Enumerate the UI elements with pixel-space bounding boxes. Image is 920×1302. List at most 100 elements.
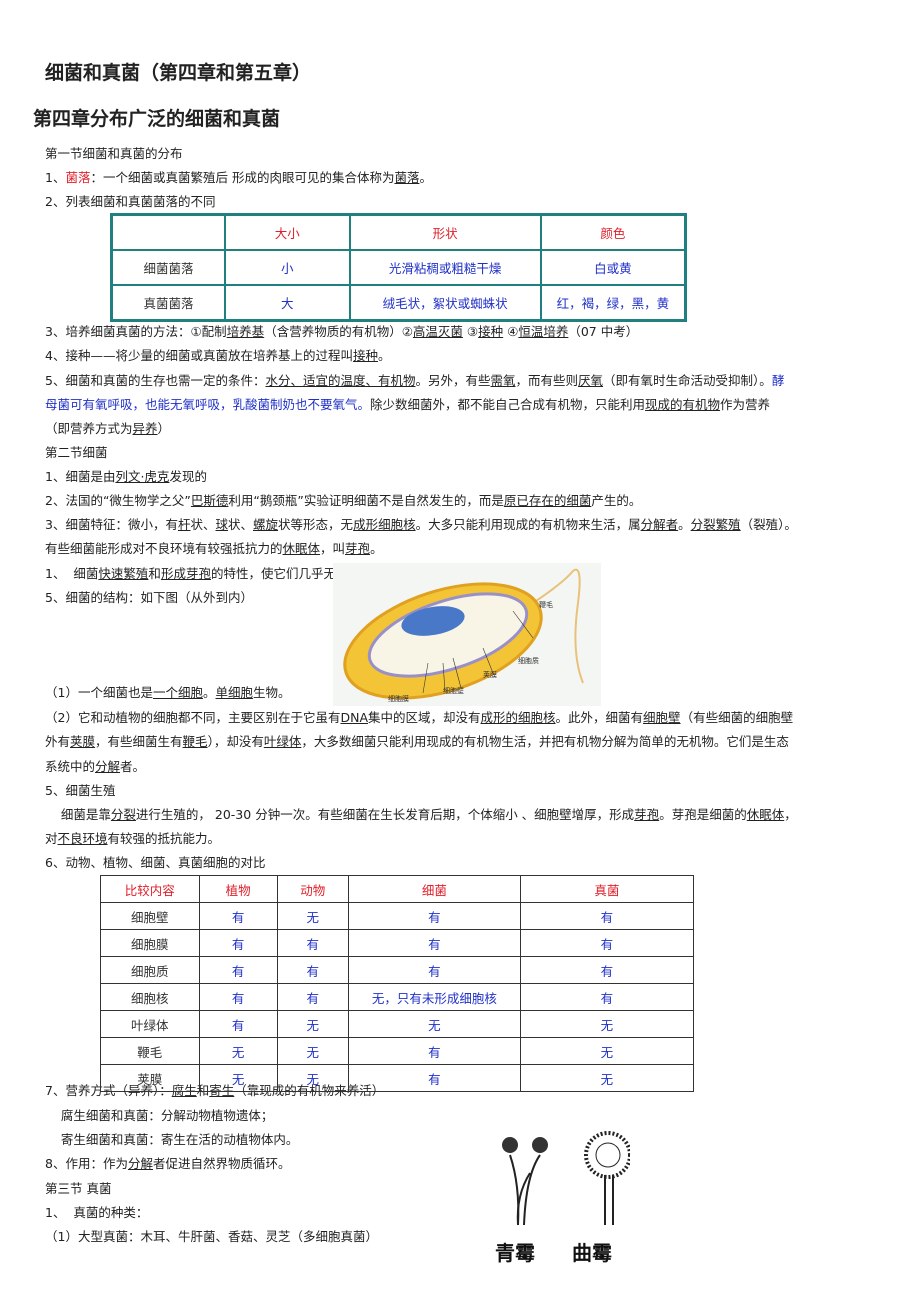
table-cell: 有 xyxy=(198,956,278,984)
text-segment: （即营养方式为 xyxy=(45,421,133,436)
text-segment: ④ xyxy=(503,324,519,339)
text-segment: 第一节细菌和真菌的分布 xyxy=(45,146,183,161)
table-cell: 有 xyxy=(519,929,695,957)
table-cell: 有 xyxy=(198,983,278,1011)
text-line: 母菌可有氧呼吸，也能无氧呼吸，乳酸菌制奶也不要氧气。除少数细菌外，都不能自己合成… xyxy=(45,397,770,413)
text-segment: 利用“鹅颈瓶”实验证明细菌不是自然发生的，而是 xyxy=(228,493,504,508)
text-line: 3、培养细菌真菌的方法：①配制培养基（含营养物质的有机物）②高温灭菌 ③接种 ④… xyxy=(45,324,638,340)
table-cell: 无 xyxy=(276,1010,349,1038)
text-segment: 6、动物、植物、细菌、真菌细胞的对比 xyxy=(45,855,266,870)
table-cell: 细胞膜 xyxy=(100,929,200,957)
table-cell: 细胞壁 xyxy=(100,902,200,930)
text-segment: 除少数细菌外，都不能自己合成有机物，只能利用 xyxy=(370,397,646,412)
underlined-key-term: 荚膜 xyxy=(70,734,96,749)
text-line: 5、细菌生殖 xyxy=(45,783,115,799)
text-segment: 寄生细菌和真菌：寄生在活的动植物体内。 xyxy=(45,1132,299,1147)
text-line: 5、细菌和真菌的生存也需一定的条件：水分、适宜的温度、有机物。另外，有些需氧，而… xyxy=(45,373,784,389)
underlined-key-term: 芽孢 xyxy=(345,541,371,556)
text-segment: 。此外，细菌有 xyxy=(555,710,644,725)
colony-comparison-table: 大小 形状 颜色 细菌菌落小光滑粘稠或粗糙干燥 白或黄 真菌菌落大绒毛状，絮状或蜘蛛状 红，… xyxy=(110,213,687,322)
underlined-key-term: 分裂 xyxy=(110,807,136,822)
table-row: 叶绿体有无无无 xyxy=(100,1010,695,1038)
table-cell: 有 xyxy=(198,902,278,930)
table-cell: 细菌菌落 xyxy=(110,249,226,286)
text-segment: 3、细菌特征：微小，有 xyxy=(45,517,178,532)
table-cell: 无 xyxy=(198,1037,278,1065)
text-segment: 者。 xyxy=(120,759,146,774)
underlined-key-term: 休眠体 xyxy=(282,541,321,556)
text-segment: ） xyxy=(157,421,171,436)
text-line: 细菌是靠分裂进行生殖的， 20-30 分钟一次。有些细菌在生长发育后期，个体缩小… xyxy=(45,807,797,823)
underlined-key-term: 休眠体 xyxy=(746,807,785,822)
table-header-row: 比较内容 植物 动物 细菌 真菌 xyxy=(100,875,695,903)
text-segment: 。 xyxy=(377,348,391,363)
text-line: 第三节 真菌 xyxy=(45,1181,111,1197)
text-line: （即营养方式为异养） xyxy=(45,421,170,437)
underlined-key-term: 单细胞 xyxy=(215,685,254,700)
text-segment: 生物。 xyxy=(253,685,291,700)
text-segment: 酵 xyxy=(771,373,785,388)
text-segment: 。 xyxy=(370,541,383,556)
text-segment: 4、接种——将少量的细菌或真菌放在培养基上的过程叫 xyxy=(45,348,353,363)
table-row: 细胞质有有有有 xyxy=(100,956,695,984)
text-segment: ，大多数细菌只能利用现成的有机物生活，并把有机物分解为简单的无机物。它们是生态 xyxy=(301,734,789,749)
text-segment: ：一个细菌或真菌繁殖后 形成的肉眼可见的集合体称为 xyxy=(90,170,395,185)
underlined-key-term: 接种 xyxy=(352,348,378,363)
text-line: 4、接种——将少量的细菌或真菌放在培养基上的过程叫接种。 xyxy=(45,348,391,364)
text-segment: （2）它和动植物的细胞都不同，主要区别在于它虽有 xyxy=(45,710,341,725)
table-cell: 荚膜 xyxy=(100,1064,200,1092)
text-segment: ， xyxy=(784,807,797,822)
table-cell: 红，褐，绿，黑，黄 xyxy=(539,284,687,322)
text-segment: 。芽孢是细菌的 xyxy=(659,807,747,822)
underlined-key-term: DNA xyxy=(340,710,368,725)
table-header-cell: 细菌 xyxy=(347,875,521,903)
text-segment: 。 xyxy=(202,685,216,700)
table-row: 真菌菌落大绒毛状，絮状或蜘蛛状 红，褐，绿，黑，黄 xyxy=(110,284,687,322)
text-line: 有些细菌能形成对不良环境有较强抵抗力的休眠体，叫芽孢。 xyxy=(45,541,383,557)
table-cell: 无 xyxy=(276,1064,349,1092)
table-cell: 有 xyxy=(519,983,695,1011)
table-header-cell: 动物 xyxy=(276,875,349,903)
text-segment: 1、 细菌 xyxy=(45,566,99,581)
table-cell: 有 xyxy=(347,1064,521,1092)
underlined-key-term: 原已存在的细菌 xyxy=(503,493,592,508)
underlined-key-term: 需氧 xyxy=(490,373,516,388)
document-title: 细菌和真菌（第四章和第五章） xyxy=(45,62,312,84)
text-segment: 产生的。 xyxy=(591,493,642,508)
table-cell: 叶绿体 xyxy=(100,1010,200,1038)
table-cell: 白或黄 xyxy=(539,249,687,286)
table-cell: 鞭毛 xyxy=(100,1037,200,1065)
mold-illustration: 青霉 曲霉 xyxy=(495,1131,630,1265)
table-cell: 无 xyxy=(276,1037,349,1065)
table-cell: 无 xyxy=(198,1064,278,1092)
underlined-key-term: 形成芽孢 xyxy=(160,566,211,581)
underlined-key-term: 厌氧 xyxy=(578,373,604,388)
text-segment: 有些细菌能形成对不良环境有较强抵抗力的 xyxy=(45,541,283,556)
text-line: 6、动物、植物、细菌、真菌细胞的对比 xyxy=(45,855,265,871)
text-line: 1、细菌是由列文·虎克发现的 xyxy=(45,469,207,485)
table-row: 荚膜无无有无 xyxy=(100,1064,695,1092)
text-segment: 3、培养细菌真菌的方法：①配制 xyxy=(45,324,227,339)
table-cell: 真菌菌落 xyxy=(110,284,226,322)
table-header-cell xyxy=(110,213,226,251)
underlined-key-term: 成形的细胞核 xyxy=(480,710,556,725)
table-row: 鞭毛无无有无 xyxy=(100,1037,695,1065)
text-segment: 集中的区域，却没有 xyxy=(368,710,481,725)
text-line: 第二节细菌 xyxy=(45,445,108,461)
underlined-key-term: 异养 xyxy=(132,421,158,436)
underlined-key-term: 一个细胞 xyxy=(152,685,203,700)
underlined-key-term: 分裂繁殖 xyxy=(690,517,741,532)
table-cell: 有 xyxy=(347,929,521,957)
text-segment: 第二节细菌 xyxy=(45,445,108,460)
text-segment: 。 xyxy=(419,170,432,185)
text-segment: 细菌是靠 xyxy=(45,807,111,822)
text-segment: 状等形态，无 xyxy=(278,517,354,532)
table-cell: 有 xyxy=(347,902,521,930)
underlined-key-term: 接种 xyxy=(478,324,504,339)
text-segment: 菌落 xyxy=(65,170,91,185)
text-segment: 2、列表细菌和真菌菌落的不同 xyxy=(45,194,216,209)
text-segment: 发现的 xyxy=(169,469,207,484)
text-segment: 5、细菌和真菌的生存也需一定的条件： xyxy=(45,373,266,388)
table-cell: 有 xyxy=(276,983,349,1011)
text-segment: 母菌可有氧呼吸，也能无氧呼吸，乳酸菌制奶也不要氧气。 xyxy=(45,397,371,412)
